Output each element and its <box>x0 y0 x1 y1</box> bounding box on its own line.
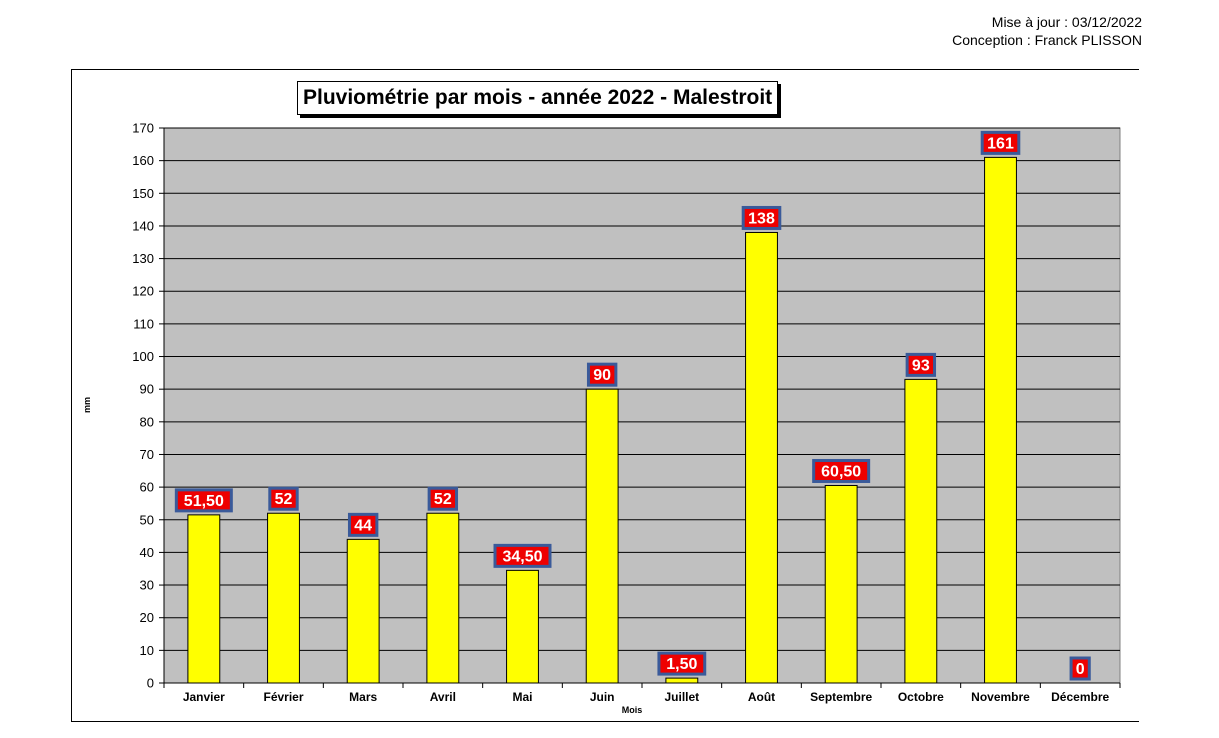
update-date: Mise à jour : 03/12/2022 <box>991 14 1142 30</box>
data-label: 1,50 <box>666 656 697 673</box>
x-tick-label: Juin <box>590 690 615 704</box>
x-tick-label: Février <box>263 690 303 704</box>
gridlines <box>164 127 1120 651</box>
axes: 0 10 20 30 40 50 60 70 80 90 100 110 120 130 140 150 160… <box>132 121 1121 704</box>
data-label-box <box>657 651 707 676</box>
bar <box>187 514 221 684</box>
y-tick-label: 140 <box>132 218 154 233</box>
bars <box>187 156 1017 684</box>
y-tick-label: 100 <box>132 349 154 364</box>
data-label: 93 <box>912 357 930 374</box>
y-tick-label: 30 <box>140 578 154 593</box>
y-tick-label: 130 <box>132 251 154 266</box>
bar <box>984 156 1017 684</box>
y-tick-label: 150 <box>132 186 154 201</box>
bar <box>665 677 699 684</box>
data-labels: 51,50 52 44 52 34,50 90 1,50 138 60,50 93 161 0 <box>174 130 1091 681</box>
x-tick-label: Septembre <box>810 690 872 704</box>
x-tick-label: Juillet <box>664 690 699 704</box>
bar <box>346 538 380 684</box>
data-label: 0 <box>1076 661 1085 678</box>
y-tick-label: 0 <box>147 676 154 691</box>
y-tick-label: 90 <box>140 382 154 397</box>
data-label: 52 <box>434 491 452 508</box>
data-label: 138 <box>748 210 775 227</box>
data-label-box <box>980 130 1021 155</box>
data-label: 44 <box>354 517 372 534</box>
data-label-box <box>905 352 937 377</box>
data-label-box <box>1069 656 1091 681</box>
bar <box>267 512 300 684</box>
data-label: 51,50 <box>184 493 224 510</box>
data-label-box <box>586 362 618 387</box>
bar <box>745 231 778 684</box>
data-label: 60,50 <box>821 463 861 480</box>
y-tick-label: 60 <box>140 480 154 495</box>
data-label: 34,50 <box>502 548 542 565</box>
bar <box>904 378 938 684</box>
y-tick-label: 20 <box>140 610 154 625</box>
data-label-box <box>174 488 233 513</box>
y-axis-title: mm <box>82 397 92 413</box>
data-label-box <box>812 458 871 483</box>
x-tick-label: Janvier <box>183 690 225 704</box>
chart-frame <box>71 69 1139 722</box>
plot-area <box>163 127 1121 684</box>
data-label-box <box>493 543 552 568</box>
bar <box>506 569 539 684</box>
x-tick-label: Mai <box>512 690 532 704</box>
y-tick-label: 80 <box>140 414 154 429</box>
y-tick-label: 70 <box>140 447 154 462</box>
y-tick-label: 120 <box>132 284 154 299</box>
bar <box>824 484 858 684</box>
x-tick-label: Mars <box>349 690 377 704</box>
data-label: 90 <box>593 367 611 384</box>
x-tick-label: Août <box>748 690 775 704</box>
y-tick-label: 40 <box>140 545 154 560</box>
data-label: 52 <box>275 491 293 508</box>
header-meta: Mise à jour : 03/12/2022 Conception : Fr… <box>860 13 1142 49</box>
bar <box>426 512 460 684</box>
data-label-box <box>268 486 299 511</box>
data-label-box <box>741 205 782 230</box>
x-tick-label: Novembre <box>971 690 1030 704</box>
data-label-box <box>427 486 459 511</box>
y-tick-label: 170 <box>132 121 154 136</box>
y-tick-label: 10 <box>140 643 154 658</box>
x-tick-label: Décembre <box>1051 690 1109 704</box>
y-tick-label: 50 <box>140 512 154 527</box>
bar <box>585 388 619 684</box>
y-tick-label: 160 <box>132 153 154 168</box>
chart-title: Pluviométrie par mois - année 2022 - Mal… <box>297 81 779 115</box>
x-tick-label: Avril <box>430 690 456 704</box>
data-label-box <box>347 512 379 537</box>
data-label: 161 <box>987 135 1014 152</box>
y-tick-label: 110 <box>133 316 154 331</box>
x-tick-label: Octobre <box>898 690 944 704</box>
author-credit: Conception : Franck PLISSON <box>952 32 1142 48</box>
x-axis-title: Mois <box>622 705 643 715</box>
